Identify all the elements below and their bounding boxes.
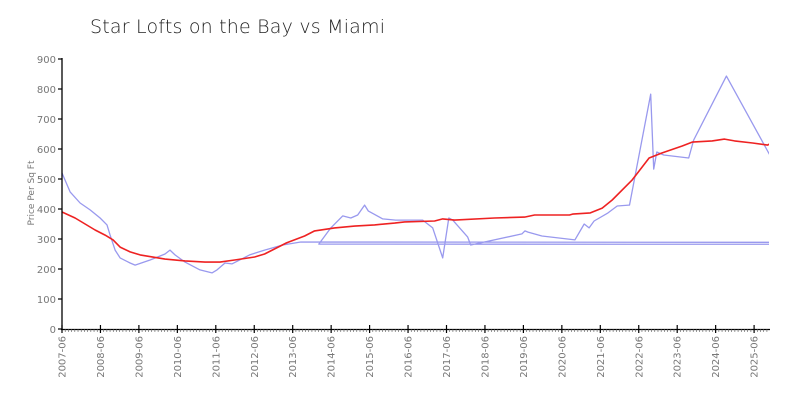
y-tick-label: 200 <box>37 265 56 276</box>
x-tick-label: 2023-06 <box>673 336 684 378</box>
chart-title: Star Lofts on the Bay vs Miami <box>90 16 386 38</box>
x-tick-label: 2016-06 <box>404 336 415 378</box>
y-axis-title: Price Per Sq Ft <box>27 160 37 225</box>
x-axis-ticks: 2007-06 2008-06 2009-06 2010-06 2011-06 2012-… <box>58 325 768 378</box>
y-tick-label: 0 <box>50 325 56 336</box>
series-layer <box>62 75 769 274</box>
x-tick-label: 2018-06 <box>480 336 491 378</box>
x-tick-label: 2014-06 <box>327 336 338 378</box>
axes <box>61 58 770 331</box>
x-tick-label: 2017-06 <box>442 336 453 378</box>
x-tick-label: 2022-06 <box>634 336 645 378</box>
x-tick-label: 2024-06 <box>711 336 722 378</box>
y-tick-label: 400 <box>37 205 56 216</box>
y-tick-label: 500 <box>37 175 56 186</box>
y-tick-label: 600 <box>37 145 56 156</box>
x-tick-label: 2007-06 <box>58 336 69 378</box>
y-tick-label: 900 <box>37 55 56 66</box>
y-tick-label: 800 <box>37 85 56 96</box>
x-tick-label: 2010-06 <box>173 336 184 378</box>
x-tick-label: 2020-06 <box>557 336 568 378</box>
y-axis-ticks: 0 100 200 300 400 500 600 700 800 900 <box>37 55 62 336</box>
y-tick-label: 100 <box>37 295 56 306</box>
x-tick-label: 2009-06 <box>134 336 145 378</box>
x-tick-label: 2015-06 <box>365 336 376 378</box>
x-tick-label: 2019-06 <box>519 336 530 378</box>
y-tick-label: 300 <box>37 235 56 246</box>
x-tick-label: 2012-06 <box>250 336 261 378</box>
series-line-star-lofts-on-the-bay <box>62 75 769 274</box>
x-tick-label: 2011-06 <box>211 336 222 378</box>
x-tick-label: 2008-06 <box>96 336 107 378</box>
series-line-miami <box>62 138 769 263</box>
x-tick-label: 2025-06 <box>750 336 761 378</box>
x-tick-label: 2021-06 <box>596 336 607 378</box>
x-tick-label: 2013-06 <box>288 336 299 378</box>
y-tick-label: 700 <box>37 115 56 126</box>
